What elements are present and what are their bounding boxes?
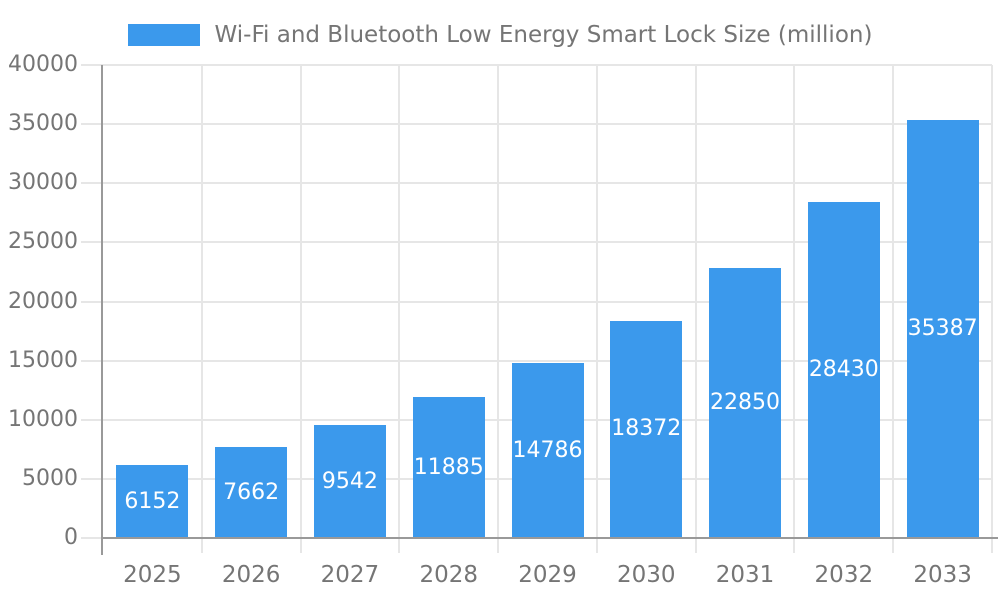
y-gridline (103, 64, 992, 66)
x-axis-tick (299, 538, 302, 553)
bar-2026[interactable] (215, 447, 288, 538)
y-axis-tick (81, 418, 103, 421)
x-tick-label: 2029 (518, 562, 577, 588)
x-gridline (497, 65, 500, 538)
x-gridline (595, 65, 598, 538)
bar-2029[interactable] (511, 363, 584, 538)
x-axis-tick (595, 538, 598, 553)
x-gridline (991, 65, 993, 538)
y-tick-label: 30000 (8, 170, 78, 196)
x-axis-tick (497, 538, 500, 553)
x-tick-label: 2028 (419, 562, 478, 588)
x-gridline (793, 65, 796, 538)
bar-value-label: 28430 (808, 356, 879, 382)
y-axis-tick (81, 477, 103, 480)
bar-value-label: 35387 (907, 315, 978, 341)
bar-value-label: 22850 (710, 389, 781, 415)
x-gridline (299, 65, 302, 538)
bar-value-label: 14786 (512, 437, 583, 463)
y-axis-tick (81, 182, 103, 185)
x-tick-label: 2025 (123, 562, 182, 588)
y-axis-tick (81, 300, 103, 303)
bar-2031[interactable] (709, 267, 782, 538)
x-tick-label: 2031 (715, 562, 775, 588)
y-tick-label: 35000 (8, 111, 78, 137)
x-tick-label: 2030 (616, 562, 676, 588)
y-tick-label: 20000 (8, 288, 78, 314)
y-tick-label: 40000 (8, 52, 78, 77)
y-gridline (103, 359, 992, 362)
y-gridline (103, 123, 992, 126)
y-axis-tick (81, 64, 103, 66)
x-tick-label: 2033 (913, 562, 972, 588)
y-gridline (103, 182, 992, 185)
y-axis-tick (81, 537, 103, 539)
bar-2025[interactable] (116, 465, 189, 538)
y-tick-label: 10000 (8, 406, 78, 432)
x-axis-tick (694, 538, 697, 553)
y-tick-label: 5000 (22, 465, 78, 491)
y-axis-tick (81, 359, 103, 362)
x-axis-tick (200, 538, 203, 553)
bar-2028[interactable] (412, 397, 485, 538)
x-tick-label: 2032 (814, 562, 874, 588)
y-axis-tick (81, 241, 103, 244)
bar-2033[interactable] (906, 119, 979, 538)
y-axis-tick (81, 123, 103, 126)
y-gridline (103, 241, 992, 244)
bar-value-label: 9542 (321, 468, 378, 494)
bar-value-label: 6152 (124, 488, 181, 514)
x-tick-label: 2027 (320, 562, 380, 588)
y-axis-line (101, 65, 103, 555)
bar-value-label: 18372 (611, 416, 682, 442)
bar-2027[interactable] (313, 425, 386, 538)
x-gridline (892, 65, 895, 538)
x-axis-tick (991, 538, 993, 553)
bar-value-label: 7662 (223, 479, 280, 505)
bar-2032[interactable] (807, 201, 880, 538)
legend-swatch (127, 24, 200, 46)
x-axis-line (101, 537, 998, 539)
legend-label: Wi-Fi and Bluetooth Low Energy Smart Loc… (214, 22, 873, 48)
legend[interactable]: Wi-Fi and Bluetooth Low Energy Smart Loc… (0, 21, 1000, 49)
bar-value-label: 11885 (413, 454, 484, 480)
x-tick-label: 2026 (221, 562, 281, 588)
y-tick-label: 15000 (8, 347, 78, 373)
x-axis-tick (398, 538, 401, 553)
x-axis-tick (892, 538, 895, 553)
y-tick-label: 0 (64, 525, 78, 550)
x-gridline (694, 65, 697, 538)
y-gridline (103, 300, 992, 303)
x-gridline (200, 65, 203, 538)
x-axis-tick (793, 538, 796, 553)
bar-2030[interactable] (610, 320, 683, 538)
y-tick-label: 25000 (8, 229, 78, 255)
x-gridline (398, 65, 401, 538)
